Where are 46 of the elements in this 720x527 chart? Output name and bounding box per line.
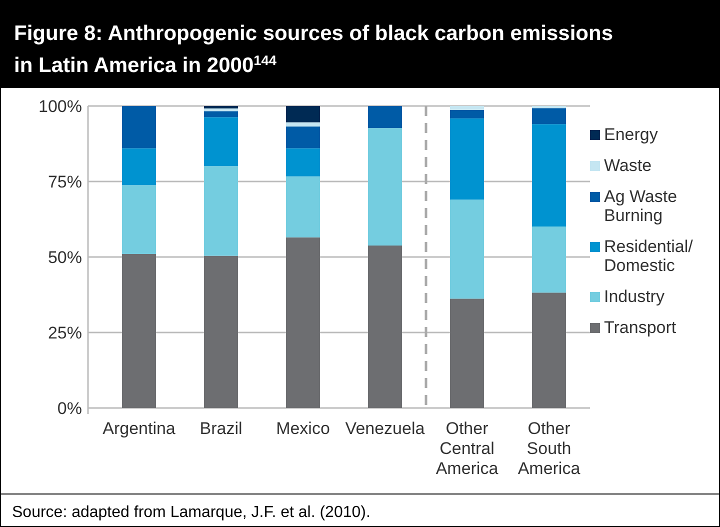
bar xyxy=(204,166,238,256)
bar xyxy=(286,176,320,238)
bar xyxy=(450,110,484,118)
x-tick-label: Mexico xyxy=(276,419,330,438)
legend-label: Ag Waste Burning xyxy=(604,187,678,225)
y-tick-label: 100% xyxy=(38,97,82,116)
bar xyxy=(368,246,402,408)
legend-label: Industry xyxy=(604,287,665,306)
bar xyxy=(286,126,320,148)
legend-label: Energy xyxy=(604,125,658,144)
bar xyxy=(532,292,566,408)
y-tick-label: 75% xyxy=(48,172,82,192)
x-tick-label: Brazil xyxy=(200,419,242,438)
x-tick-label: Argentina xyxy=(102,419,176,438)
y-tick-label: 50% xyxy=(48,248,82,267)
bar xyxy=(450,298,484,408)
chart-title: Figure 8: Anthropogenic sources of black carbon emissions in Latin America in 2000$^{144}$ xyxy=(14,22,614,77)
bar xyxy=(532,226,566,293)
bar xyxy=(286,106,320,122)
bar xyxy=(450,200,484,299)
y-tick-label: 25% xyxy=(48,324,82,342)
bar xyxy=(204,256,238,408)
bar xyxy=(204,117,238,166)
bar xyxy=(286,122,320,127)
bar xyxy=(122,185,156,254)
bar xyxy=(122,106,156,148)
y-tick-label: 0% xyxy=(57,399,82,418)
bar xyxy=(122,148,156,186)
legend-label: Residential/ Domestic xyxy=(604,237,694,275)
bar xyxy=(450,106,484,110)
legend-label: Waste xyxy=(604,156,652,175)
bar xyxy=(204,108,238,112)
x-tick-label: Other Central America xyxy=(436,419,499,478)
bar xyxy=(368,106,402,128)
bar xyxy=(122,254,156,408)
source-note: Source: adapted from Lamarque, J.F. et al. (2010). xyxy=(12,504,370,521)
bar xyxy=(450,118,484,200)
x-tick-label: Other South America xyxy=(518,419,581,478)
x-tick-label: Venezuela xyxy=(345,419,426,438)
bar xyxy=(286,237,320,408)
bar xyxy=(532,108,566,124)
bar xyxy=(286,148,320,176)
legend-label: Transport xyxy=(604,318,676,337)
bar xyxy=(368,128,402,246)
bar xyxy=(204,111,238,118)
bar xyxy=(532,124,566,226)
